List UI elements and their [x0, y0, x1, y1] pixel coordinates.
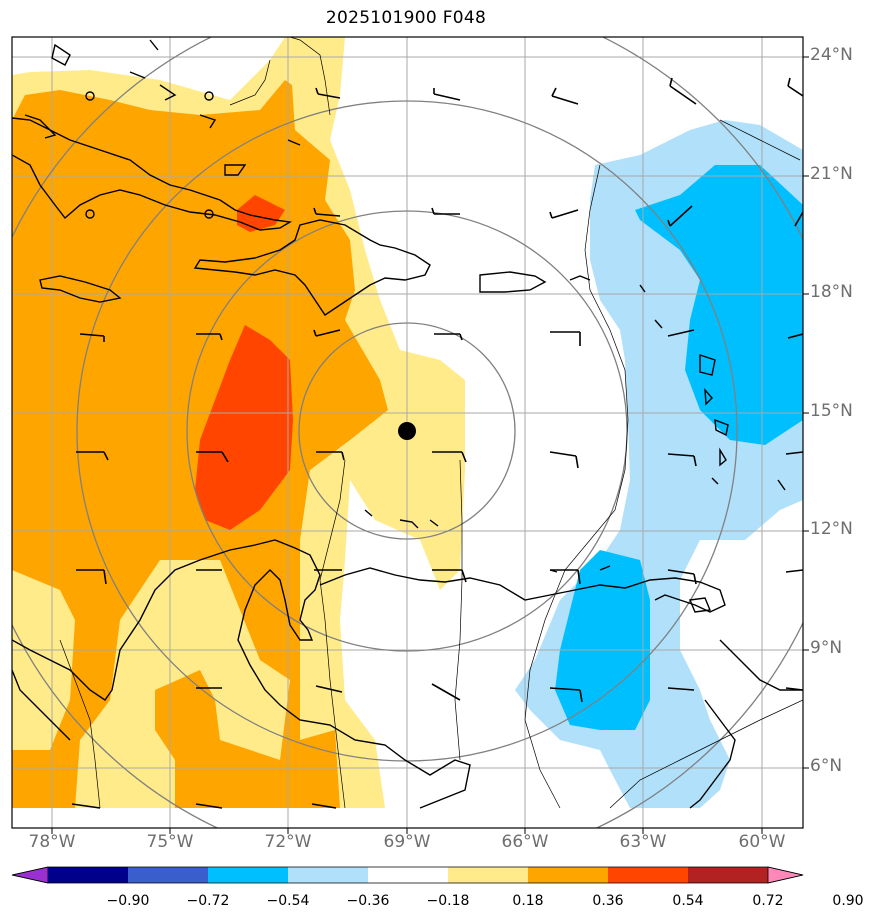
borders: [59, 37, 803, 809]
lon-label-63w: 63°W: [619, 832, 667, 852]
wind-barbs: [71, 77, 803, 809]
colorbar-tick-label: −0.72: [186, 893, 230, 909]
lon-label-75w: 75°W: [146, 832, 194, 852]
colorbar-tick-label: −0.36: [346, 893, 390, 909]
colorbar-segment: [448, 867, 529, 883]
anomaly-fill-red-orange: [195, 325, 293, 530]
anomaly-fill-deep-blue-south: [555, 550, 650, 730]
colorbar-segment: [608, 867, 689, 883]
lon-label-78w: 78°W: [28, 832, 76, 852]
colorbar-segment: [688, 867, 769, 883]
center-marker: [398, 422, 416, 440]
colorbar-tick-label: 0.36: [592, 893, 624, 909]
colorbar-tick-label: 0.54: [672, 893, 704, 909]
lat-label-15n: 15°N: [810, 401, 853, 421]
colorbar-segment: [368, 867, 449, 883]
lat-label-12n: 12°N: [810, 519, 853, 539]
coastlines: [12, 39, 803, 809]
colorbar-extend-low: [11, 866, 49, 884]
lon-label-69w: 69°W: [383, 832, 431, 852]
colorbar: [11, 866, 804, 884]
anomaly-fill-deep-blue-east: [635, 165, 803, 445]
lat-label-6n: 6°N: [810, 756, 843, 776]
colorbar-tick-label: −0.18: [426, 893, 470, 909]
colorbar-segment: [208, 867, 289, 883]
colorbar-segment: [48, 867, 129, 883]
map-title: 2025101900 F048: [325, 8, 487, 28]
colorbar-segment: [128, 867, 209, 883]
colorbar-tick-label: 0.72: [752, 893, 784, 909]
map-plot: [11, 36, 809, 834]
colorbar-tick-label: 0.90: [832, 893, 864, 909]
colorbar-segment: [288, 867, 369, 883]
lat-label-21n: 21°N: [810, 164, 853, 184]
lat-label-9n: 9°N: [810, 638, 843, 658]
lon-label-72w: 72°W: [264, 832, 312, 852]
colorbar-segment: [528, 867, 609, 883]
lat-label-24n: 24°N: [810, 45, 853, 65]
colorbar-tick-label: −0.90: [106, 893, 150, 909]
colorbar-tick-label: −0.54: [266, 893, 310, 909]
colorbar-tick-label: 0.18: [512, 893, 544, 909]
lat-label-18n: 18°N: [810, 282, 853, 302]
anomaly-fill-red-orange-2: [237, 195, 285, 232]
lon-label-66w: 66°W: [501, 832, 549, 852]
lon-label-60w: 60°W: [738, 832, 786, 852]
colorbar-extend-high: [767, 866, 804, 884]
